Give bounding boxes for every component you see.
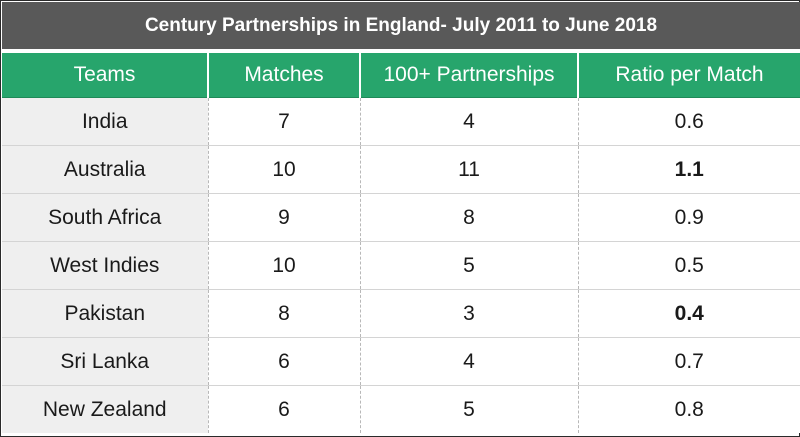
- team-cell: South Africa: [2, 193, 208, 242]
- column-header-teams: Teams: [2, 53, 208, 98]
- header-row: Teams Matches 100+ Partnerships Ratio pe…: [2, 53, 800, 98]
- partnerships-cell: 5: [359, 241, 578, 290]
- table-row: Australia 10 11 1.1: [2, 145, 800, 194]
- column-header-ratio: Ratio per Match: [577, 53, 800, 98]
- partnerships-cell: 3: [359, 289, 578, 338]
- table-row: Sri Lanka 6 4 0.7: [2, 337, 800, 386]
- table-row: West Indies 10 5 0.5: [2, 241, 800, 290]
- table-row: New Zealand 6 5 0.8: [2, 385, 800, 433]
- team-cell: New Zealand: [2, 385, 208, 433]
- partnerships-cell: 8: [359, 193, 578, 242]
- ratio-cell: 0.7: [577, 337, 800, 386]
- partnerships-table: Teams Matches 100+ Partnerships Ratio pe…: [2, 53, 800, 433]
- team-cell: Sri Lanka: [2, 337, 208, 386]
- column-header-matches: Matches: [207, 53, 360, 98]
- matches-cell: 6: [207, 337, 360, 386]
- matches-cell: 7: [207, 97, 360, 146]
- team-cell: West Indies: [2, 241, 208, 290]
- ratio-cell: 0.8: [577, 385, 800, 433]
- partnerships-cell: 11: [359, 145, 578, 194]
- ratio-cell: 1.1: [577, 145, 800, 194]
- table-body: India 7 4 0.6 Australia 10 11 1.1 South Africa 9 8…: [2, 97, 800, 433]
- matches-cell: 6: [207, 385, 360, 433]
- column-header-partnerships: 100+ Partnerships: [359, 53, 578, 98]
- matches-cell: 8: [207, 289, 360, 338]
- partnerships-cell: 5: [359, 385, 578, 433]
- matches-cell: 10: [207, 145, 360, 194]
- table-row: India 7 4 0.6: [2, 97, 800, 146]
- table-row: South Africa 9 8 0.9: [2, 193, 800, 242]
- partnerships-cell: 4: [359, 97, 578, 146]
- ratio-cell: 0.6: [577, 97, 800, 146]
- team-cell: India: [2, 97, 208, 146]
- partnerships-cell: 4: [359, 337, 578, 386]
- table-title: Century Partnerships in England- July 20…: [2, 2, 800, 49]
- table-row: Pakistan 8 3 0.4: [2, 289, 800, 338]
- matches-cell: 9: [207, 193, 360, 242]
- team-cell: Pakistan: [2, 289, 208, 338]
- title-divider: [2, 49, 800, 53]
- ratio-cell: 0.4: [577, 289, 800, 338]
- matches-cell: 10: [207, 241, 360, 290]
- team-cell: Australia: [2, 145, 208, 194]
- ratio-cell: 0.5: [577, 241, 800, 290]
- ratio-cell: 0.9: [577, 193, 800, 242]
